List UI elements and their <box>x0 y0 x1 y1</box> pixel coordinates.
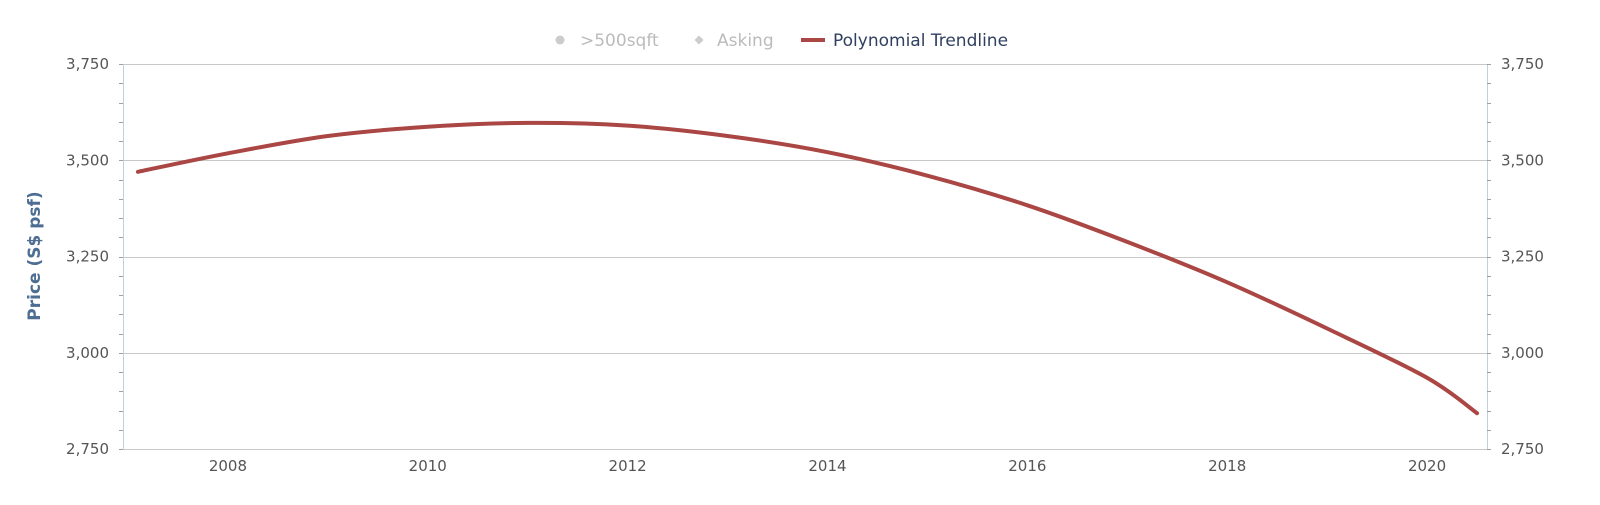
legend-label: Asking <box>717 31 774 51</box>
legend-label: >500sqft <box>580 31 659 51</box>
legend-item[interactable]: >500sqft <box>555 31 660 51</box>
y-tick-label-left: 3,500 <box>66 151 109 169</box>
y-tick-label-right: 3,750 <box>1501 55 1544 73</box>
x-tick-label: 2014 <box>808 457 846 475</box>
series-line-polynomial-trendline <box>135 120 1480 416</box>
y-tick-label-left: 3,250 <box>66 248 109 266</box>
y-tick-label-left: 3,750 <box>66 55 109 73</box>
legend[interactable]: >500sqft Asking Polynomial Trendline <box>555 31 1009 51</box>
x-tick-label: 2012 <box>609 457 647 475</box>
y-tick-label-right: 3,000 <box>1501 344 1544 362</box>
x-tick-label: 2020 <box>1408 457 1446 475</box>
y-tick-label-right: 3,250 <box>1501 248 1544 266</box>
legend-label: Polynomial Trendline <box>833 31 1008 51</box>
y-tick-label-right: 3,500 <box>1501 151 1544 169</box>
x-tick-label: 2018 <box>1208 457 1246 475</box>
y-axis-title: Price (S$ psf) <box>25 191 45 320</box>
x-tick-label: 2008 <box>209 457 247 475</box>
y-tick-label-right: 2,750 <box>1501 440 1544 458</box>
axes: 2,750 2,750 3,000 3,000 3,250 3,250 3,500 3,500… <box>66 55 1544 475</box>
y-tick-label-left: 2,750 <box>66 440 109 458</box>
x-tick-label: 2010 <box>409 457 447 475</box>
legend-marker-diamond-icon <box>694 35 704 45</box>
legend-marker-circle-icon <box>555 35 565 45</box>
grid <box>123 64 1487 450</box>
series-layer <box>135 120 1480 416</box>
legend-item[interactable]: Asking <box>694 31 774 51</box>
legend-item[interactable]: Polynomial Trendline <box>801 31 1008 51</box>
y-tick-label-left: 3,000 <box>66 344 109 362</box>
x-tick-label: 2016 <box>1008 457 1046 475</box>
